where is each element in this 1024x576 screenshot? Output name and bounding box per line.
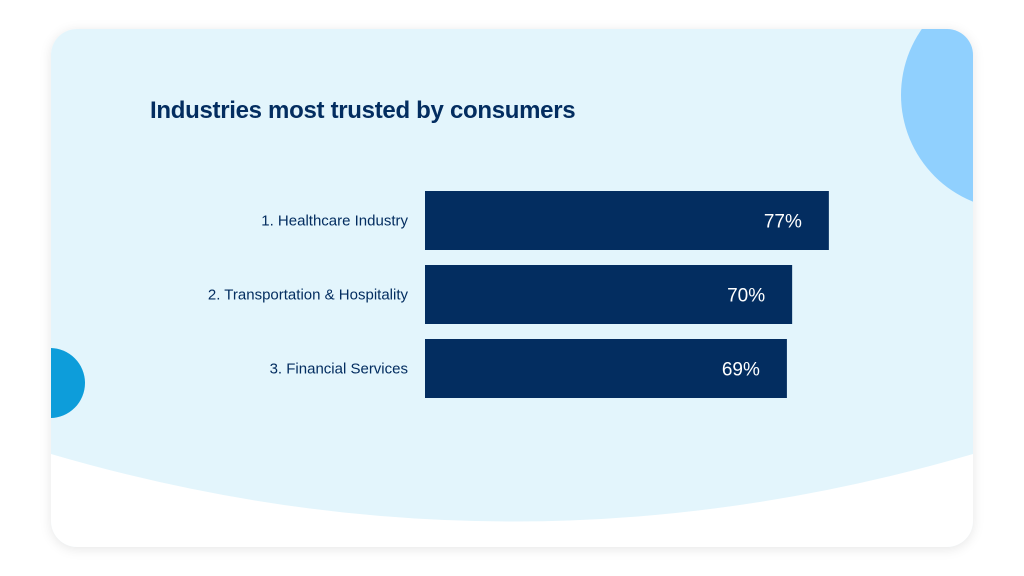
bottom-white-wave <box>51 454 973 547</box>
value-label-1: 77% <box>764 212 802 233</box>
bar-chart: 1. Healthcare Industry 77% 2. Transportati… <box>208 191 829 398</box>
chart-card: Industries most trusted by consumers 1. … <box>51 29 973 547</box>
category-label-2: 2. Transportation & Hospitality <box>208 287 409 304</box>
category-label-1: 1. Healthcare Industry <box>261 213 408 230</box>
chart-title: Industries most trusted by consumers <box>150 97 576 124</box>
category-label-3: 3. Financial Services <box>270 361 408 378</box>
bar-1 <box>425 191 829 250</box>
value-label-2: 70% <box>727 286 765 307</box>
left-circle-decoration <box>51 348 85 418</box>
bar-2 <box>425 265 793 324</box>
top-right-circle-decoration <box>901 29 973 202</box>
value-label-3: 69% <box>722 360 760 381</box>
background-decoration <box>51 29 973 547</box>
bar-3 <box>425 339 787 398</box>
